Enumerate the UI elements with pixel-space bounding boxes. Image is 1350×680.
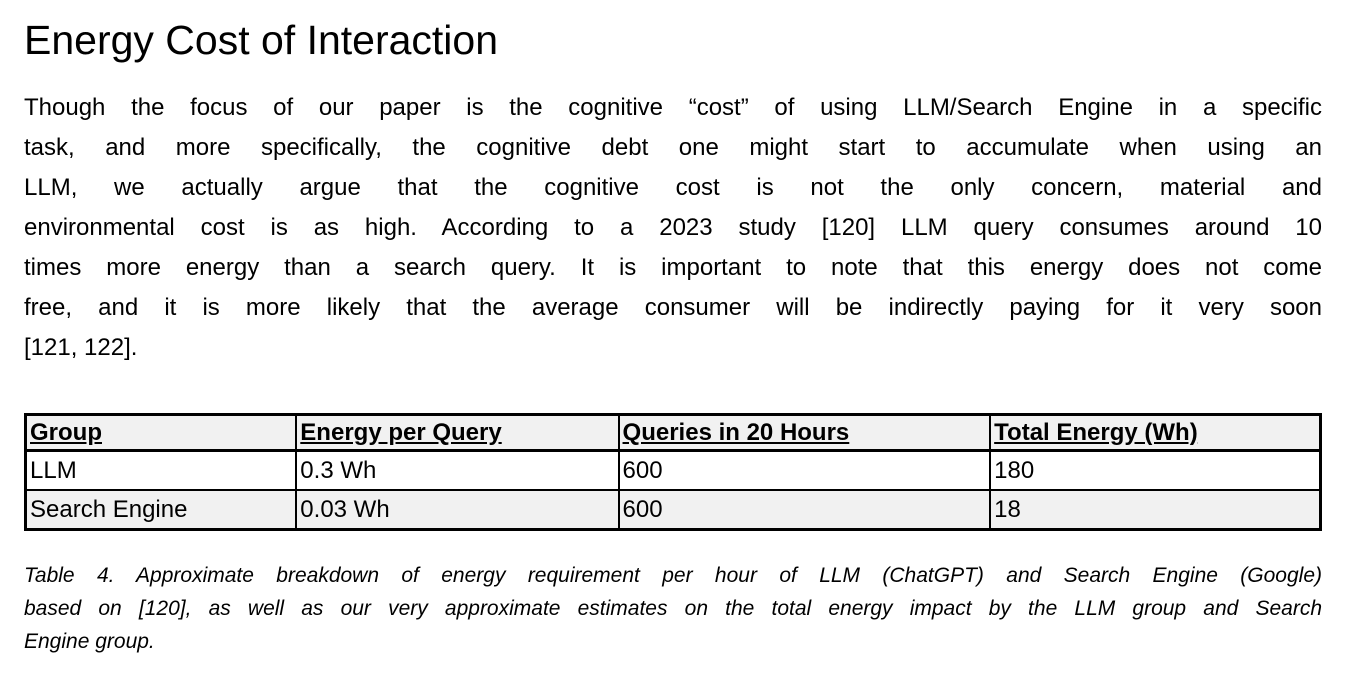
caption-line: Table 4. Approximate breakdown of energy… <box>24 564 1322 587</box>
table-header-cell-group: Group <box>24 413 298 452</box>
table-cell: 18 <box>989 489 1322 531</box>
table-cell: 600 <box>617 449 992 491</box>
paragraph-line: task, and more specifically, the cogniti… <box>24 134 1322 161</box>
table-row-search-engine: Search Engine 0.03 Wh 600 18 <box>24 489 1322 531</box>
paragraph-line: free, and it is more likely that the ave… <box>24 294 1322 321</box>
table-cell: 600 <box>617 489 992 531</box>
paragraph-line: LLM, we actually argue that the cognitiv… <box>24 174 1322 201</box>
body-paragraph: Though the focus of our paper is the cog… <box>24 88 1322 368</box>
table-cell: 0.3 Wh <box>295 449 620 491</box>
section-heading: Energy Cost of Interaction <box>24 17 499 63</box>
energy-table: Group Energy per Query Queries in 20 Hou… <box>24 413 1322 531</box>
paragraph-line: times more energy than a search query. I… <box>24 254 1322 281</box>
table-header-cell-energy-per-query: Energy per Query <box>295 413 620 452</box>
table-caption: Table 4. Approximate breakdown of energy… <box>24 559 1322 658</box>
table-cell: 0.03 Wh <box>295 489 620 531</box>
paragraph-line: Though the focus of our paper is the cog… <box>24 94 1322 121</box>
table-header-cell-total-energy: Total Energy (Wh) <box>989 413 1322 452</box>
table-cell: 180 <box>989 449 1322 491</box>
caption-line: Engine group. <box>24 630 155 653</box>
caption-line: based on [120], as well as our very appr… <box>24 597 1322 620</box>
table-cell: LLM <box>24 449 298 491</box>
table-cell: Search Engine <box>24 489 298 531</box>
table-header-row: Group Energy per Query Queries in 20 Hou… <box>24 413 1322 452</box>
paragraph-line: [121, 122]. <box>24 334 138 361</box>
paragraph-line: environmental cost is as high. According… <box>24 214 1322 241</box>
table-row-llm: LLM 0.3 Wh 600 180 <box>24 449 1322 491</box>
table-header-cell-queries-in-20-hours: Queries in 20 Hours <box>617 413 992 452</box>
